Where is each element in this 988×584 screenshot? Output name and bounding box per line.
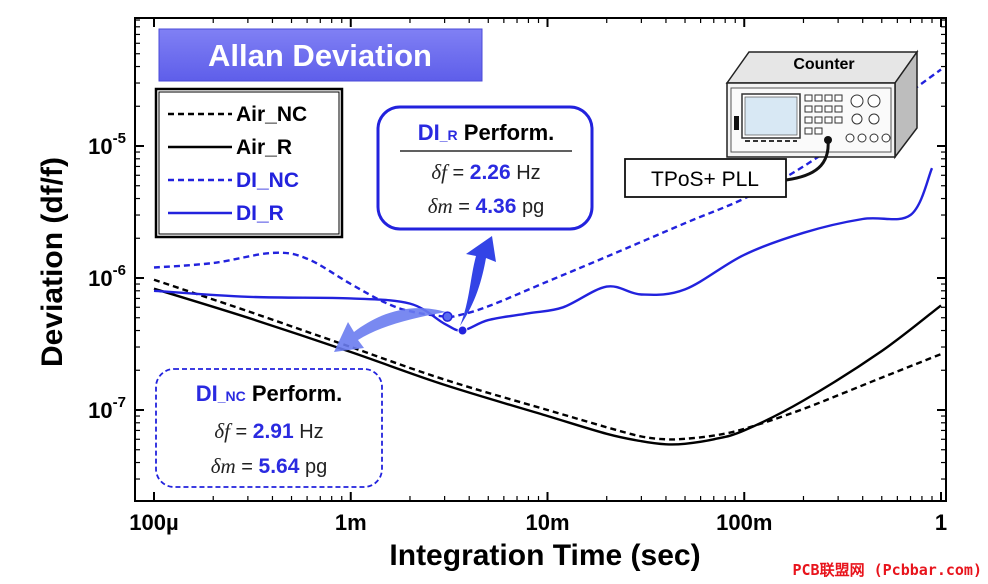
legend-label-di-r: DI_R: [236, 202, 284, 225]
di-nc-dm-unit: pg: [299, 456, 327, 478]
di-r-label-sub: _R: [439, 127, 458, 143]
di-nc-df-eq: =: [230, 421, 253, 443]
legend: Air_NC Air_R DI_NC DI_R: [154, 87, 344, 239]
counter-label: Counter: [793, 56, 854, 73]
svg-text:DI_R Perform.: DI_R Perform.: [418, 120, 555, 145]
tpos-pll-module: TPoS+ PLL: [624, 158, 787, 198]
x-tick-label-3: 100m: [716, 510, 772, 535]
svg-text:δm = 5.64 pg: δm = 5.64 pg: [211, 454, 327, 478]
di-r-df-value: 2.26: [470, 161, 511, 184]
di-nc-df-value: 2.91: [253, 420, 294, 443]
x-tick-label-4: 1: [935, 510, 947, 535]
di-nc-dm-value: 5.64: [259, 455, 300, 478]
annotation-di-nc-performance: DI_NC Perform. δf = 2.91 Hz δm = 5.64 pg: [155, 368, 383, 488]
minor-ticks: [135, 18, 946, 501]
x-tick-label-2: 10m: [525, 510, 569, 535]
x-tick-label-1: 1m: [335, 510, 367, 535]
di-r-dm-value: 4.36: [476, 195, 517, 218]
marker-di-r-min: [457, 325, 468, 336]
di-nc-label-rest: Perform.: [246, 381, 343, 406]
di-nc-label-sub: _NC: [217, 388, 246, 404]
y-axis-title: Deviation (df/f): [36, 157, 69, 367]
svg-text:DI_NC Perform.: DI_NC Perform.: [196, 381, 343, 406]
x-tick-label-0: 100µ: [129, 510, 178, 535]
tpos-pll-label: TPoS+ PLL: [651, 168, 759, 191]
di-r-dm-eq: =: [453, 196, 476, 218]
x-axis-title: Integration Time (sec): [389, 539, 700, 572]
di-r-label-rest: Perform.: [458, 120, 555, 145]
svg-text:δf = 2.26 Hz: δf = 2.26 Hz: [431, 160, 540, 184]
svg-text:δm = 4.36 pg: δm = 4.36 pg: [428, 194, 544, 218]
x-tick-labels: 100µ 1m 10m 100m 1: [129, 510, 947, 535]
svg-text:δf = 2.91 Hz: δf = 2.91 Hz: [214, 419, 323, 443]
chart-title: Allan Deviation: [158, 28, 483, 82]
y-tick-labels: 10-7 10-6 10-5: [88, 130, 126, 423]
di-nc-dm-symbol: δm: [211, 454, 236, 478]
di-r-dm-unit: pg: [516, 196, 544, 218]
y-tick-label-1: 10-6: [88, 262, 126, 291]
di-nc-df-unit: Hz: [294, 421, 324, 443]
counter-cable: [785, 139, 830, 182]
frequency-counter-icon: Counter: [725, 49, 919, 160]
arrow-to-di-nc-box: [334, 308, 446, 352]
di-nc-df-symbol: δf: [214, 419, 233, 443]
annotation-di-r-performance: DI_R Perform. δf = 2.26 Hz δm = 4.36 pg: [376, 105, 594, 231]
legend-label-air-r: Air_R: [236, 136, 292, 159]
marker-di-nc-min: [442, 311, 453, 322]
legend-label-air-nc: Air_NC: [236, 103, 307, 126]
di-r-label-main: DI: [418, 120, 440, 145]
di-r-df-symbol: δf: [431, 160, 450, 184]
series-line-air-r: [153, 287, 942, 446]
arrow-to-di-r-box: [460, 236, 496, 326]
watermark: PCB联盟网 (Pcbbar.com): [793, 561, 983, 579]
di-nc-label-main: DI: [196, 381, 218, 406]
legend-label-di-nc: DI_NC: [236, 169, 299, 192]
di-r-df-unit: Hz: [511, 162, 541, 184]
svg-text:Allan Deviation: Allan Deviation: [208, 38, 432, 73]
di-r-df-eq: =: [447, 162, 470, 184]
di-r-dm-symbol: δm: [428, 194, 453, 218]
series-line-di-r: [153, 167, 934, 332]
major-ticks: [135, 18, 946, 501]
y-tick-label-2: 10-5: [88, 130, 126, 159]
y-tick-label-0: 10-7: [88, 394, 126, 423]
di-nc-dm-eq: =: [236, 456, 259, 478]
